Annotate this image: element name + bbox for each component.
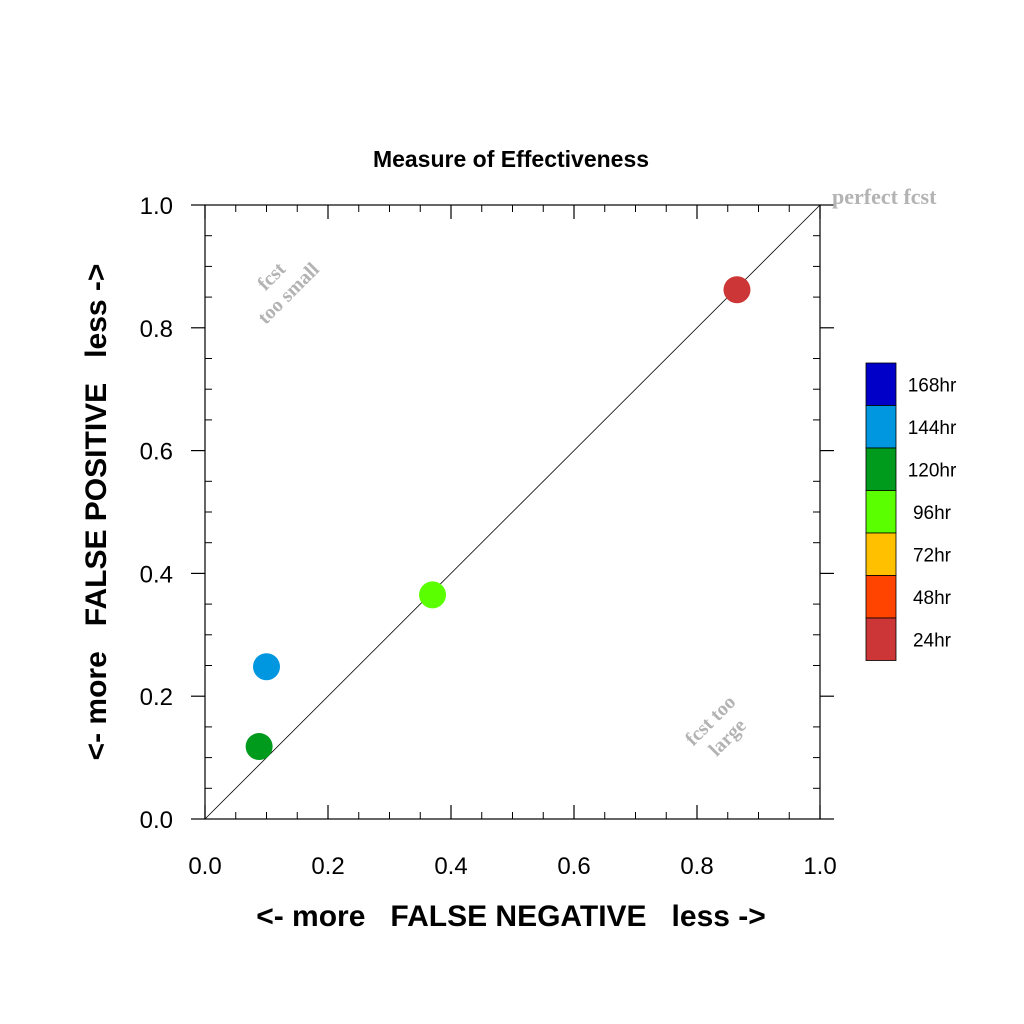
legend-label: 168hr	[908, 375, 957, 396]
legend-swatch-120hr	[865, 447, 897, 491]
x-tick-label: 0.4	[434, 853, 467, 880]
perfect-forecast-annotation: perfect fcst	[832, 184, 937, 209]
legend-label: 120hr	[908, 460, 957, 481]
y-tick-label: 0.2	[140, 684, 173, 711]
x-tick-label: 0.2	[311, 853, 344, 880]
y-tick-label: 0.8	[140, 316, 173, 343]
legend-label: 96hr	[913, 503, 952, 524]
x-tick-label: 0.6	[557, 853, 590, 880]
data-point-120hr	[245, 733, 273, 761]
legend: 168hr 144hr 120hr 96hr 72hr 48hr 24hr	[865, 362, 957, 661]
y-tick-label: 0.6	[140, 439, 173, 466]
y-tick-label: 0.4	[140, 561, 173, 588]
x-axis-label: <- more FALSE NEGATIVE less ->	[256, 900, 766, 933]
y-axis-label: <- more FALSE POSITIVE less ->	[80, 264, 113, 761]
plot-area: 0.0 0.2 0.4 0.6 0.8 1.0 0.0 0.2 0.4 0.6 0.8 1.0 perf…	[140, 184, 937, 880]
chart-title: Measure of Effectiveness	[373, 146, 649, 172]
x-tick-label: 1.0	[803, 853, 836, 880]
legend-label: 24hr	[913, 630, 952, 651]
legend-swatch-168hr	[865, 362, 897, 406]
legend-swatch-144hr	[865, 405, 897, 449]
legend-swatch-48hr	[865, 575, 897, 619]
y-tick-label: 1.0	[140, 193, 173, 220]
x-tick-label: 0.0	[188, 853, 221, 880]
data-point-144hr	[253, 653, 280, 681]
legend-label: 72hr	[913, 545, 952, 566]
x-tick-label: 0.8	[680, 853, 713, 880]
y-tick-label: 0.0	[140, 807, 173, 834]
perfect-forecast-line	[204, 204, 821, 820]
data-point-96hr	[419, 581, 447, 609]
legend-swatch-72hr	[865, 532, 897, 576]
legend-label: 144hr	[908, 418, 957, 439]
legend-swatch-24hr	[865, 617, 897, 661]
data-point-24hr	[723, 276, 751, 304]
legend-swatch-96hr	[865, 490, 897, 534]
legend-label: 48hr	[913, 588, 952, 609]
